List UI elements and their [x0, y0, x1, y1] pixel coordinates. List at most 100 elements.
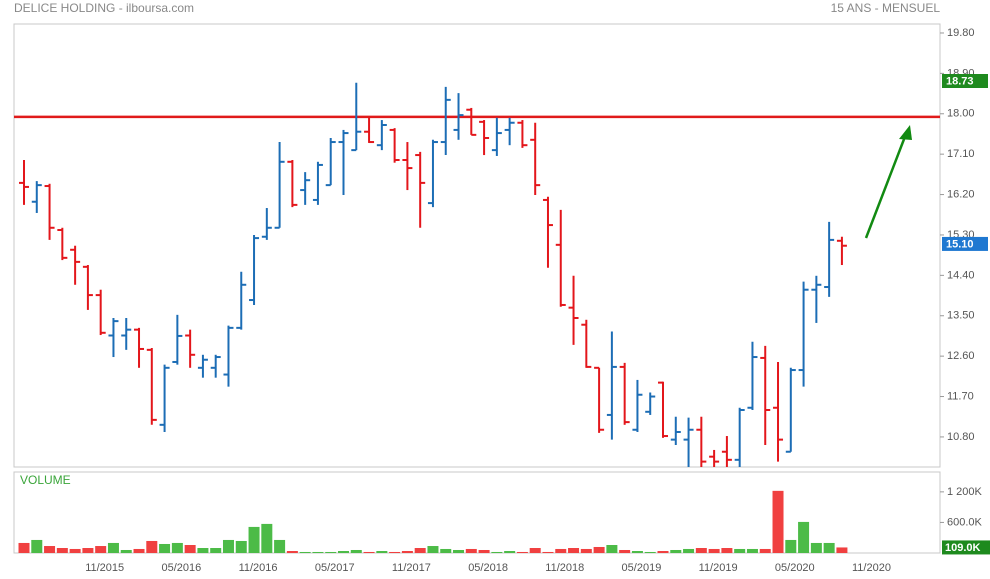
volume-bar — [274, 539, 286, 553]
volume-tick-label: 1 200K — [947, 486, 983, 498]
volume-bar — [427, 546, 439, 553]
chart-subtitle: 15 ANS - MENSUEL — [831, 1, 941, 15]
price-panel — [13, 23, 941, 468]
volume-bar — [197, 548, 209, 553]
y-tick-label: 19.80 — [947, 27, 975, 39]
volume-bar — [555, 548, 567, 553]
volume-bar — [823, 542, 835, 553]
x-tick-label: 05/2017 — [315, 562, 355, 574]
volume-bar — [146, 540, 158, 553]
volume-bar — [810, 542, 822, 553]
y-tick-label: 13.50 — [947, 310, 975, 322]
volume-bar — [338, 551, 349, 553]
volume-bar — [82, 548, 94, 553]
volume-bar — [453, 549, 465, 553]
x-tick-label: 11/2018 — [545, 562, 584, 574]
volume-bar — [363, 551, 375, 553]
x-tick-label: 11/2019 — [699, 562, 738, 574]
volume-tag-label: 109.0K — [945, 542, 981, 554]
volume-bar — [376, 551, 388, 553]
x-tick-label: 05/2016 — [161, 562, 201, 574]
trend-arrow — [864, 125, 912, 239]
volume-bar — [670, 549, 682, 553]
volume-bar — [504, 551, 516, 553]
price-tag — [942, 74, 988, 89]
x-tick-label: 05/2018 — [468, 562, 508, 574]
y-tick-label: 14.40 — [947, 269, 975, 281]
volume-bar — [159, 543, 171, 553]
volume-tag — [942, 540, 990, 555]
volume-bar — [593, 546, 605, 553]
volume-bar — [631, 551, 643, 553]
price-tag-label: 15.10 — [946, 238, 974, 250]
y-tick-label: 11.70 — [947, 390, 974, 402]
volume-bar — [695, 548, 707, 553]
y-tick-label: 17.10 — [947, 148, 975, 160]
volume-bar — [69, 548, 81, 553]
volume-bar — [184, 545, 196, 553]
volume-bar — [95, 546, 107, 553]
volume-bar — [734, 548, 746, 553]
volume-bar — [746, 548, 758, 553]
volume-bar — [56, 548, 68, 553]
volume-bar — [568, 548, 580, 553]
volume-bar — [414, 548, 426, 553]
x-tick-label: 11/2020 — [852, 562, 891, 574]
volume-bar — [133, 548, 145, 553]
volume-bar — [708, 548, 720, 553]
volume-bar — [683, 548, 695, 553]
volume-bar — [235, 540, 247, 553]
volume-bar — [286, 551, 298, 553]
volume-bar — [657, 551, 669, 553]
volume-bar — [248, 526, 260, 553]
volume-tick-label: 600.0K — [947, 516, 983, 528]
volume-bar — [785, 539, 797, 553]
volume-bar — [580, 548, 592, 553]
volume-bar — [312, 551, 324, 553]
volume-bar — [491, 551, 503, 553]
y-tick-label: 10.80 — [947, 431, 975, 443]
volume-bar — [350, 549, 362, 553]
y-tick-label: 16.20 — [947, 188, 975, 200]
volume-bar — [516, 551, 528, 553]
volume-bar — [529, 548, 541, 553]
x-tick-label: 11/2015 — [85, 562, 124, 574]
volume-bar — [107, 542, 119, 553]
volume-bar — [619, 549, 631, 553]
x-tick-label: 11/2017 — [392, 562, 431, 574]
volume-bar — [465, 548, 477, 553]
volume-bar — [478, 549, 490, 553]
price-tag — [942, 236, 988, 251]
volume-bar — [759, 548, 771, 553]
volume-panel — [13, 471, 941, 554]
volume-bar — [798, 521, 810, 553]
volume-bar — [772, 490, 784, 553]
chart-title: DELICE HOLDING - ilboursa.com — [14, 1, 194, 15]
x-tick-label: 11/2016 — [239, 562, 278, 574]
volume-bar — [261, 523, 273, 553]
volume-bar — [171, 542, 183, 553]
volume-bar — [222, 539, 234, 553]
volume-bar — [31, 539, 43, 553]
volume-bar — [440, 548, 452, 553]
volume-bar — [299, 551, 311, 553]
x-tick-label: 05/2019 — [622, 562, 662, 574]
volume-bar — [44, 546, 56, 553]
volume-bar — [644, 551, 656, 553]
price-tag-label: 18.73 — [946, 75, 974, 87]
volume-bar — [120, 549, 132, 553]
volume-bar — [389, 551, 401, 553]
y-tick-label: 12.60 — [947, 350, 975, 362]
volume-label: VOLUME — [20, 473, 71, 487]
volume-bar — [18, 542, 30, 553]
x-tick-label: 05/2020 — [775, 562, 815, 574]
y-tick-label: 18.00 — [947, 108, 975, 120]
volume-bar — [325, 551, 337, 553]
volume-bar — [836, 547, 848, 553]
volume-bar — [721, 548, 733, 553]
volume-bar — [542, 551, 554, 553]
volume-bar — [606, 545, 618, 553]
volume-bar — [210, 548, 222, 553]
